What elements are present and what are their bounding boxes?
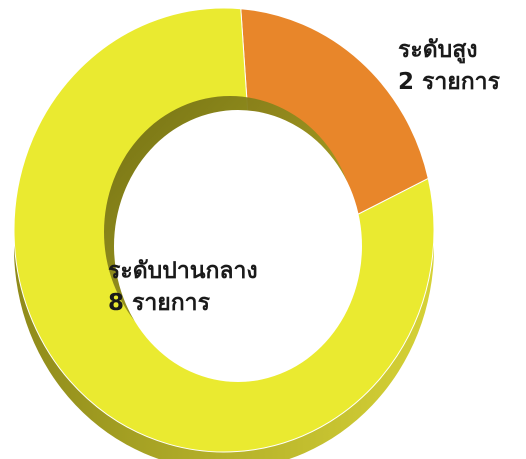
label-medium-name: ระดับปานกลาง [108,258,258,284]
donut-hole [114,110,362,382]
label-high-name: ระดับสูง [398,37,478,63]
label-high: ระดับสูง 2 รายการ [398,34,500,98]
label-medium: ระดับปานกลาง 8 รายการ [108,255,258,319]
label-high-count: 2 รายการ [398,69,500,95]
label-medium-count: 8 รายการ [108,290,210,316]
